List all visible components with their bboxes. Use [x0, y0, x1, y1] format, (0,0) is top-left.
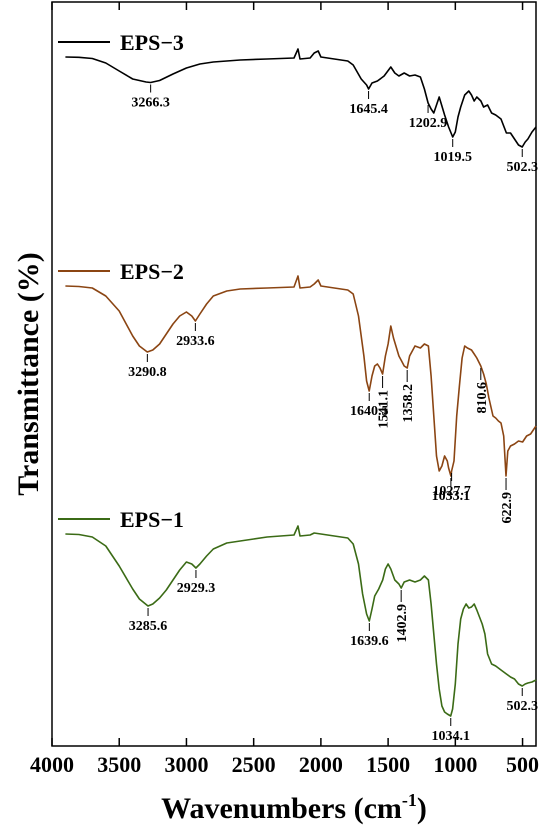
x-tick-label: 1500 — [366, 752, 410, 777]
peak-label: 502.3 — [506, 160, 538, 175]
x-tick-label: 3000 — [164, 752, 208, 777]
y-axis-label: Transmittance (%) — [12, 252, 45, 496]
x-axis-ticks: 4000 3500 3000 2500 2000 1500 1000 500 — [30, 2, 539, 777]
peak-label: 2933.6 — [176, 334, 215, 349]
series-line-eps-1 — [65, 525, 537, 717]
peak-label: 502.3 — [506, 699, 538, 714]
peak-label: 1358.2 — [401, 384, 416, 423]
x-tick-label: 500 — [506, 752, 539, 777]
peak-label: 3290.8 — [128, 365, 167, 380]
series-line-eps-2 — [65, 275, 537, 477]
peak-label: 810.6 — [475, 382, 490, 414]
peak-label: 3266.3 — [131, 96, 170, 111]
legend-layer: EPS−3 EPS−2 EPS−1 — [58, 30, 184, 532]
x-axis-label: Wavenumbers (cm-1) — [161, 790, 427, 825]
x-tick-label: 2500 — [232, 752, 276, 777]
x-tick-label: 3500 — [97, 752, 141, 777]
peak-label: 1541.1 — [377, 390, 392, 429]
legend-label: EPS−3 — [120, 30, 184, 55]
peak-label: 1639.6 — [350, 634, 389, 649]
peak-label: 1202.9 — [409, 116, 448, 131]
x-axis-label-main: Wavenumbers (cm — [161, 792, 402, 825]
series-layer — [65, 48, 537, 717]
peak-label: 2929.3 — [177, 581, 216, 596]
series-line-eps-3 — [65, 48, 537, 148]
peak-label: 1034.1 — [431, 729, 470, 744]
x-tick-label: 2000 — [299, 752, 343, 777]
plot-frame — [51, 1, 537, 747]
peak-label: 1645.4 — [349, 102, 388, 117]
legend-label: EPS−2 — [120, 259, 184, 284]
x-tick-label: 4000 — [30, 752, 74, 777]
peak-label: 1402.9 — [395, 604, 410, 643]
x-axis-label-exponent: -1 — [402, 790, 417, 810]
peak-label: 1019.5 — [433, 150, 472, 165]
peak-label: 1033.1 — [432, 489, 471, 504]
peak-label: 1640.5 — [350, 404, 389, 419]
peak-labels: 3266.3 1645.4 1202.9 1019.5 502.3 3290.8 2933.… — [128, 84, 538, 744]
peak-label: 3285.6 — [129, 619, 168, 634]
x-axis-label-close: ) — [417, 792, 427, 825]
x-tick-label: 1000 — [433, 752, 477, 777]
peak-label: 622.9 — [500, 492, 515, 523]
peak-label: 1027.7 — [432, 484, 471, 499]
legend-label: EPS−1 — [120, 507, 184, 532]
